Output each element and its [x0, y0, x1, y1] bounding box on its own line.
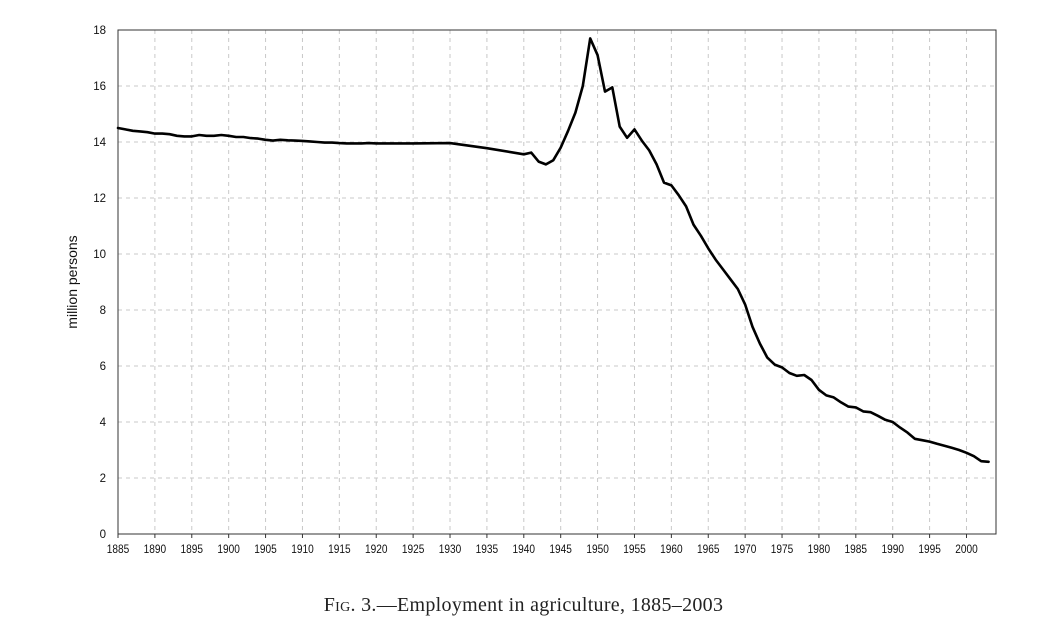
x-tick-label: 1970 [734, 543, 757, 556]
x-tick-label: 1975 [771, 543, 794, 556]
x-tick-label: 2000 [955, 543, 978, 556]
x-tick-label: 1885 [107, 543, 130, 556]
x-tick-label: 1995 [918, 543, 941, 556]
grid [118, 30, 996, 534]
plot-frame [117, 29, 997, 535]
x-tick-label: 1965 [697, 543, 720, 556]
x-tick-label: 1925 [402, 543, 425, 556]
x-tick-label: 1905 [254, 543, 277, 556]
y-axis: 0 2 4 6 8 10 12 14 16 18 [93, 25, 106, 541]
x-tick-label: 1945 [549, 543, 572, 556]
series-line-employment [116, 37, 990, 464]
x-tick-label: 1990 [881, 543, 904, 556]
y-tick-label: 18 [93, 25, 106, 37]
y-tick-label: 14 [93, 137, 106, 149]
x-tick-label: 1955 [623, 543, 646, 556]
x-tick-label: 1910 [291, 543, 314, 556]
caption-prefix: Fig. 3. [323, 594, 377, 616]
x-tick-label: 1950 [586, 543, 609, 556]
x-tick-label: 1920 [365, 543, 388, 556]
y-tick-label: 10 [93, 249, 106, 261]
y-tick-label: 16 [93, 81, 106, 93]
x-tick-label: 1895 [181, 543, 204, 556]
y-tick-label: 0 [100, 529, 106, 541]
y-tick-label: 12 [93, 193, 106, 205]
x-tick-label: 1890 [144, 543, 167, 556]
y-tick-label: 8 [100, 305, 106, 317]
x-tick-label: 1985 [845, 543, 868, 556]
x-tick-label: 1935 [476, 543, 499, 556]
figure-caption: Fig. 3.—Employment in agriculture, 1885–… [0, 594, 1047, 617]
x-tick-label: 1930 [439, 543, 462, 556]
x-tick-label: 1940 [513, 543, 536, 556]
caption-text: —Employment in agriculture, 1885–2003 [376, 594, 724, 616]
x-axis: 1885 1890 1895 1900 1905 1910 1915 1920 1925 1930… [107, 534, 978, 556]
y-tick-label: 6 [100, 361, 106, 373]
y-axis-label: million persons [64, 235, 80, 328]
line-chart: 0 2 4 6 8 10 12 14 16 18 1885 1890 1895 1900 1905 1910… [64, 25, 997, 556]
x-tick-label: 1900 [217, 543, 240, 556]
x-tick-label: 1960 [660, 543, 683, 556]
x-tick-label: 1915 [328, 543, 351, 556]
y-tick-label: 4 [100, 417, 107, 429]
x-tick-label: 1980 [808, 543, 831, 556]
y-tick-label: 2 [100, 473, 106, 485]
